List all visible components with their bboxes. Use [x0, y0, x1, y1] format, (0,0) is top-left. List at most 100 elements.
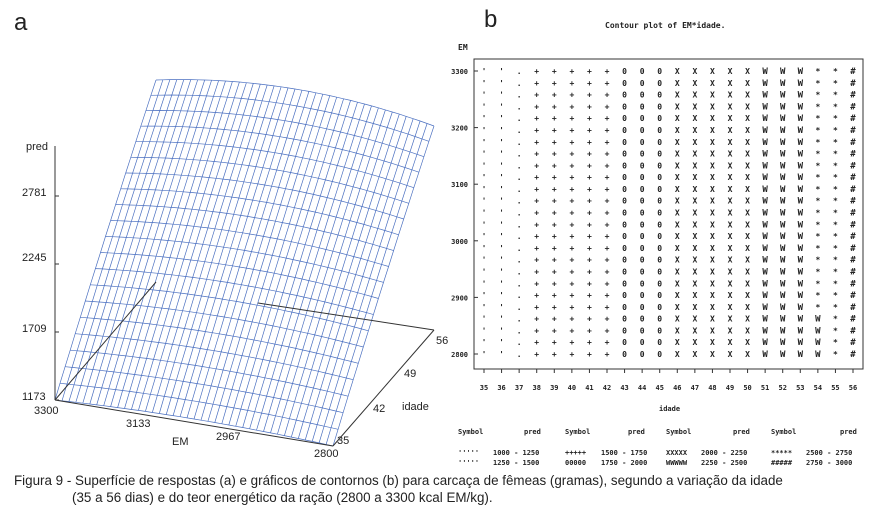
contour-symbol: + — [587, 338, 592, 347]
contour-symbol: W — [798, 185, 804, 195]
contour-symbol: + — [605, 350, 610, 359]
contour-symbol: ' — [499, 150, 504, 159]
contour-symbol: W — [798, 91, 804, 101]
contour-symbol: + — [587, 150, 592, 159]
contour-symbol: X — [710, 185, 715, 194]
surface-mesh-line — [297, 113, 400, 439]
contour-symbol: 0 — [657, 138, 662, 147]
contour-symbol: 0 — [640, 315, 645, 324]
contour-symbol: * — [833, 338, 838, 347]
contour-symbol: W — [780, 173, 786, 183]
contour-symbol: X — [675, 303, 680, 312]
contour-symbol: # — [850, 67, 856, 77]
contour-symbol: W — [780, 315, 786, 325]
contour-symbol: . — [517, 79, 522, 88]
contour-symbol: * — [833, 173, 838, 182]
contour-symbol: W — [762, 150, 768, 160]
contour-symbol: X — [745, 315, 750, 324]
contour-symbol: W — [780, 209, 786, 219]
contour-symbol: + — [587, 79, 592, 88]
contour-symbol: W — [762, 279, 768, 289]
contour-symbol: * — [833, 114, 838, 123]
contour-x-tick-label: 37 — [515, 384, 523, 392]
contour-symbol: 0 — [640, 267, 645, 276]
contour-symbol: X — [728, 114, 733, 123]
contour-symbol: + — [552, 114, 557, 123]
contour-x-tick-label: 52 — [778, 384, 786, 392]
contour-symbol: 0 — [622, 126, 627, 135]
contour-y-tick-label: 3100 — [451, 181, 468, 189]
contour-symbol: . — [517, 350, 522, 359]
contour-symbol: + — [605, 173, 610, 182]
surface-mesh-line — [311, 118, 414, 442]
contour-symbol: * — [815, 220, 820, 229]
contour-symbol: + — [605, 244, 610, 253]
contour-symbol: * — [833, 303, 838, 312]
contour-symbol: X — [745, 197, 750, 206]
contour-symbol: ' — [499, 209, 504, 218]
contour-symbol: ' — [482, 102, 487, 111]
contour-x-tick-label: 51 — [761, 384, 769, 392]
contour-symbol: # — [850, 209, 856, 219]
legend-symbol: 00000 — [565, 459, 586, 467]
contour-symbol: + — [534, 209, 539, 218]
idade-axis-line — [332, 329, 435, 447]
surface-mesh-line — [214, 92, 317, 423]
contour-symbol: # — [850, 279, 856, 289]
contour-symbol: + — [552, 185, 557, 194]
contour-symbol: * — [815, 138, 820, 147]
contour-symbol: X — [728, 138, 733, 147]
contour-symbol: W — [762, 291, 768, 301]
contour-symbol: + — [587, 67, 592, 76]
contour-symbol: * — [833, 102, 838, 111]
surface-mesh-line — [100, 252, 379, 299]
contour-symbol: # — [850, 350, 856, 360]
contour-symbol: * — [815, 209, 820, 218]
contour-symbol: 0 — [657, 326, 662, 335]
contour-symbol: + — [552, 91, 557, 100]
contour-symbol: X — [675, 326, 680, 335]
contour-symbol: X — [728, 91, 733, 100]
contour-symbol: X — [745, 338, 750, 347]
contour-symbol: X — [745, 350, 750, 359]
contour-symbol: 0 — [622, 244, 627, 253]
contour-symbol: X — [710, 114, 715, 123]
contour-symbol: # — [850, 79, 856, 89]
surface-mesh-line — [105, 236, 384, 283]
contour-symbol: * — [833, 126, 838, 135]
contour-symbol: X — [710, 350, 715, 359]
panel-a: a pred 2781 2245 1709 1173 3300 3133 296… — [14, 9, 448, 460]
surface-mesh-line — [59, 382, 339, 430]
contour-symbol: * — [815, 161, 820, 170]
contour-symbol: 0 — [640, 279, 645, 288]
contour-symbol: X — [745, 267, 750, 276]
contour-symbol: ' — [482, 338, 487, 347]
contour-symbol: + — [534, 350, 539, 359]
contour-symbol: * — [815, 197, 820, 206]
contour-symbol: * — [815, 91, 820, 100]
contour-legend: Symbol pred Symbol pred Symbol pred Symbol pred… — [458, 428, 857, 467]
contour-symbol: X — [710, 291, 715, 300]
contour-symbol: X — [745, 279, 750, 288]
contour-symbol: X — [692, 102, 697, 111]
em-tick-label: 2800 — [314, 448, 338, 460]
contour-symbol: X — [710, 279, 715, 288]
contour-symbol: X — [675, 79, 680, 88]
contour-symbol: W — [780, 350, 786, 360]
contour-symbol: X — [745, 303, 750, 312]
contour-y-axis-label: EM — [458, 43, 468, 52]
contour-symbol: W — [762, 79, 768, 89]
contour-symbol: X — [675, 114, 680, 123]
contour-symbol: 0 — [657, 244, 662, 253]
contour-symbol: + — [587, 220, 592, 229]
legend-range: 2750 - 3000 — [806, 459, 852, 467]
surface-mesh-line — [145, 110, 425, 158]
contour-symbol: # — [850, 126, 856, 136]
contour-x-tick-label: 50 — [743, 384, 751, 392]
contour-symbol: + — [605, 291, 610, 300]
contour-x-tick-label: 42 — [603, 384, 611, 392]
contour-symbol: . — [517, 220, 522, 229]
legend-symbol: ***** — [771, 449, 792, 457]
contour-symbol: ' — [499, 185, 504, 194]
contour-x-tick-label: 36 — [497, 384, 505, 392]
